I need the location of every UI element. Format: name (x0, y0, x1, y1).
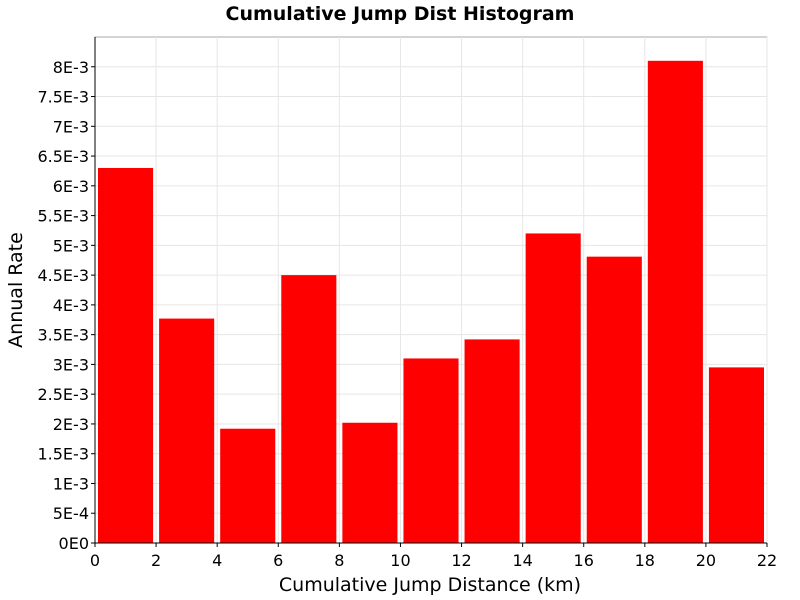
y-tick-label: 5.5E-3 (37, 207, 89, 226)
x-axis-label: Cumulative Jump Distance (km) (279, 574, 581, 596)
histogram-bar (708, 367, 764, 543)
chart-title: Cumulative Jump Dist Histogram (226, 3, 575, 25)
y-tick-label: 3E-3 (53, 355, 89, 374)
y-tick-label: 6.5E-3 (37, 147, 89, 166)
x-tick-label: 16 (574, 551, 594, 570)
x-tick-label: 10 (390, 551, 410, 570)
histogram-bar (342, 422, 398, 543)
histogram-bar (281, 275, 337, 543)
x-tick-label: 18 (635, 551, 655, 570)
x-tick-label: 14 (512, 551, 532, 570)
histogram-bar (586, 256, 642, 543)
y-tick-label: 4.5E-3 (37, 266, 89, 285)
histogram-bar (403, 358, 459, 543)
y-axis-label: Annual Rate (5, 232, 27, 348)
y-tick-label: 8E-3 (53, 58, 89, 77)
x-tick-label: 20 (696, 551, 716, 570)
y-tick-label: 2E-3 (53, 415, 89, 434)
bars (98, 60, 764, 543)
histogram-bar (464, 339, 520, 543)
y-tick-label: 1.5E-3 (37, 445, 89, 464)
y-tick-label: 7E-3 (53, 117, 89, 136)
histogram-bar (98, 167, 154, 543)
y-tick-label: 3.5E-3 (37, 326, 89, 345)
axes (94, 37, 767, 544)
y-tick-label: 0E0 (59, 534, 89, 553)
y-tick-label: 5E-3 (53, 236, 89, 255)
histogram-bar (647, 60, 703, 543)
y-tick-label: 7.5E-3 (37, 88, 89, 107)
x-tick-label: 2 (151, 551, 161, 570)
x-tick-label: 8 (334, 551, 344, 570)
x-tick-label: 0 (90, 551, 100, 570)
y-tick-label: 6E-3 (53, 177, 89, 196)
histogram-bar (159, 318, 215, 543)
y-tick-label: 2.5E-3 (37, 385, 89, 404)
y-tick-label: 5E-4 (53, 504, 89, 523)
x-axis-ticks: 0 2 4 6 8 10 12 14 16 18 20 22 (90, 543, 777, 570)
x-tick-label: 22 (757, 551, 777, 570)
x-tick-label: 4 (212, 551, 222, 570)
histogram-bar (220, 428, 276, 543)
x-tick-label: 6 (273, 551, 283, 570)
y-axis-ticks: 0E0 5E-4 1E-3 1.5E-3 2E-3 2.5E-3 3E-3 3.5E-3 4E-… (37, 58, 95, 553)
y-tick-label: 4E-3 (53, 296, 89, 315)
x-tick-label: 12 (451, 551, 471, 570)
y-tick-label: 1E-3 (53, 474, 89, 493)
histogram-bar (525, 233, 581, 543)
